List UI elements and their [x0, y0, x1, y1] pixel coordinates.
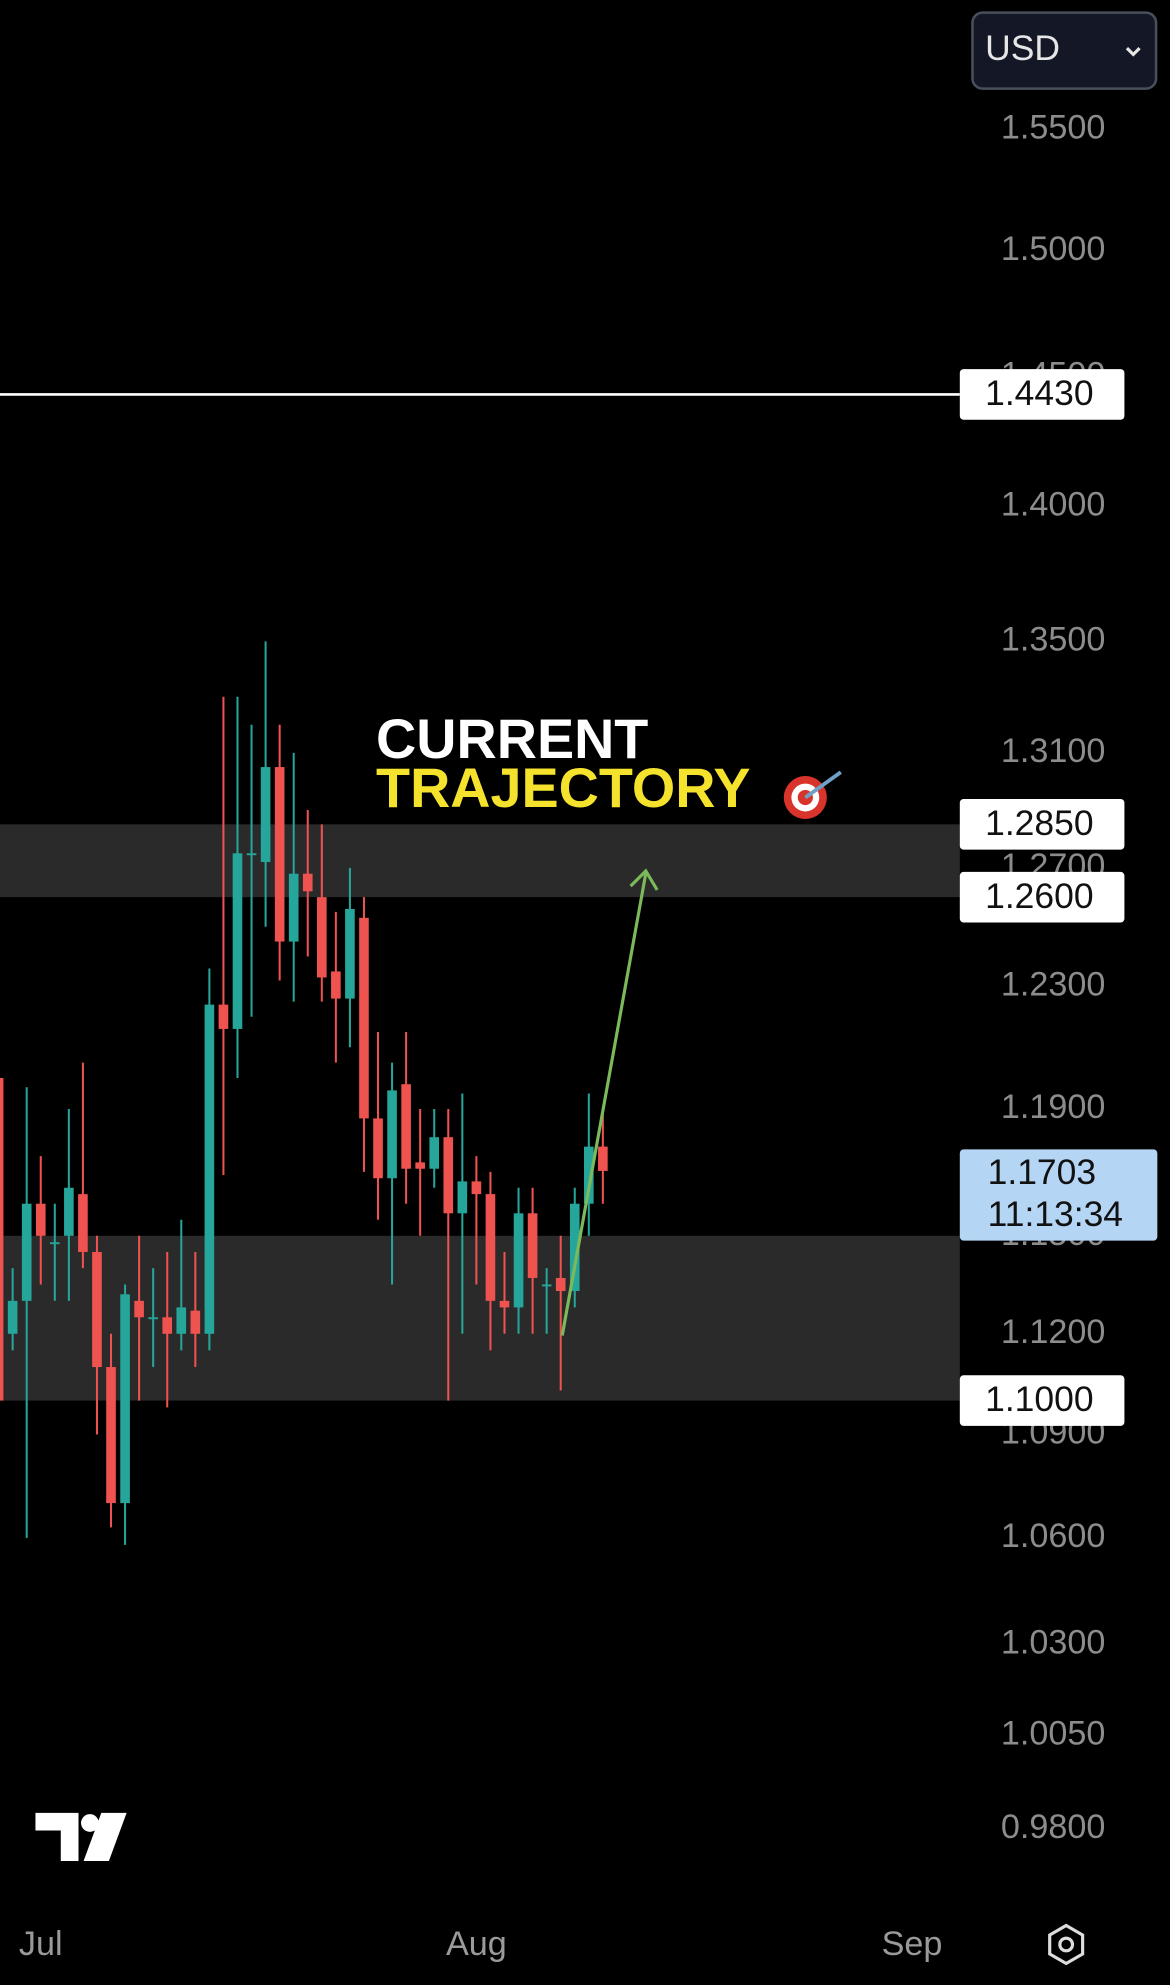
current-price-box: [959, 1149, 1158, 1241]
candle-body: [49, 1242, 60, 1245]
zone: [0, 824, 960, 898]
candle-body: [274, 767, 285, 942]
logo-dot: [81, 1814, 99, 1832]
zone-price-label: 1.2850: [985, 803, 1093, 843]
x-tick-label: Jul: [19, 1925, 63, 1963]
candle-body: [162, 1317, 173, 1334]
candle-body: [0, 1078, 4, 1401]
candle-body: [176, 1307, 187, 1334]
candle-body: [527, 1213, 538, 1278]
y-tick-label: 1.0600: [1001, 1517, 1106, 1555]
arrow-line: [560, 873, 648, 1336]
chevron: [1125, 46, 1141, 57]
candle-body: [569, 1203, 580, 1292]
x-tick-label: Aug: [446, 1925, 507, 1963]
candle-body: [555, 1277, 566, 1292]
candle-body: [345, 908, 355, 999]
countdown: 11:13:34: [988, 1194, 1123, 1234]
candles: [0, 641, 608, 1545]
candle-body: [471, 1181, 482, 1195]
currency-text[interactable]: USD: [985, 28, 1060, 68]
candle-body: [260, 767, 271, 863]
trajectory-arrow: [560, 868, 659, 1336]
y-tick-label: 1.1200: [1001, 1313, 1106, 1351]
dart: [804, 770, 842, 800]
candle-body: [541, 1284, 552, 1287]
candle-body: [401, 1084, 411, 1169]
x-axis: Jul Aug Sep: [19, 1925, 943, 1963]
settings-icon-center: [1058, 1936, 1075, 1953]
candle-body: [64, 1187, 74, 1236]
candle-body: [92, 1251, 102, 1368]
candle-body: [7, 1300, 18, 1334]
zone-price-label-box: [959, 799, 1125, 850]
candle-body: [316, 897, 327, 978]
candle-body: [302, 873, 313, 892]
y-tick-label: 1.0050: [1001, 1714, 1106, 1752]
y-tick-label: 1.3500: [1001, 620, 1106, 658]
y-tick-label: 1.0300: [1001, 1623, 1106, 1661]
current-price: 1.1703: [988, 1152, 1096, 1192]
candle-body: [387, 1090, 397, 1179]
zone-price-label: 1.1000: [985, 1379, 1093, 1419]
candle-body: [134, 1300, 144, 1318]
candle-body: [415, 1162, 425, 1169]
logo-v: [83, 1812, 127, 1861]
candle-body: [598, 1146, 608, 1171]
candle-body: [584, 1146, 594, 1204]
candle-body: [513, 1213, 524, 1308]
currency-box[interactable]: [971, 11, 1158, 90]
y-tick-label: 1.1900: [1001, 1088, 1106, 1126]
candle-body: [120, 1294, 130, 1504]
candle-body: [35, 1203, 46, 1236]
candle-body: [443, 1137, 454, 1214]
candle-body: [499, 1300, 510, 1308]
line-price-label: 1.4430: [985, 373, 1093, 413]
x-tick-label: Sep: [882, 1925, 943, 1963]
candle-body: [429, 1137, 440, 1169]
line-price-label-box: [959, 369, 1125, 420]
candle-body: [190, 1310, 201, 1334]
y-tick-label: 1.4000: [1001, 486, 1106, 524]
currency-select[interactable]: USD: [971, 11, 1158, 90]
zone-price-label: 1.2600: [985, 876, 1093, 916]
zones: [0, 393, 960, 1401]
candle-body: [21, 1203, 32, 1301]
candle-body: [232, 853, 243, 1029]
zone-price-label-box: [959, 871, 1125, 923]
settings-icon[interactable]: [1048, 1923, 1085, 1966]
candle-body: [373, 1118, 383, 1179]
candle-body: [457, 1181, 468, 1214]
candle-body: [218, 1004, 229, 1029]
annotation-line1: CURRENT: [376, 708, 648, 770]
candle-body: [78, 1194, 88, 1252]
zone: [0, 1235, 960, 1401]
y-tick-label: 1.3100: [1001, 732, 1106, 770]
arrow-head: [629, 868, 659, 891]
y-tick-label: 1.2300: [1001, 966, 1106, 1004]
y-tick-label: 0.9800: [1001, 1808, 1106, 1846]
candle-body: [106, 1367, 116, 1504]
logo: [35, 1812, 127, 1861]
candle-body: [288, 873, 299, 942]
candle-body: [359, 917, 369, 1119]
annotation-line2: TRAJECTORY: [376, 757, 750, 819]
y-tick-label: 1.5000: [1001, 230, 1106, 268]
zone-price-label-box: [959, 1375, 1125, 1426]
candle-body: [485, 1194, 496, 1301]
candle-body: [331, 971, 341, 999]
candle-body: [148, 1317, 158, 1320]
target-icon: [783, 770, 842, 820]
logo-t: [35, 1812, 79, 1861]
candle-body: [204, 1004, 215, 1334]
y-tick-label: 1.5500: [1001, 108, 1106, 146]
candle-body: [246, 853, 257, 856]
